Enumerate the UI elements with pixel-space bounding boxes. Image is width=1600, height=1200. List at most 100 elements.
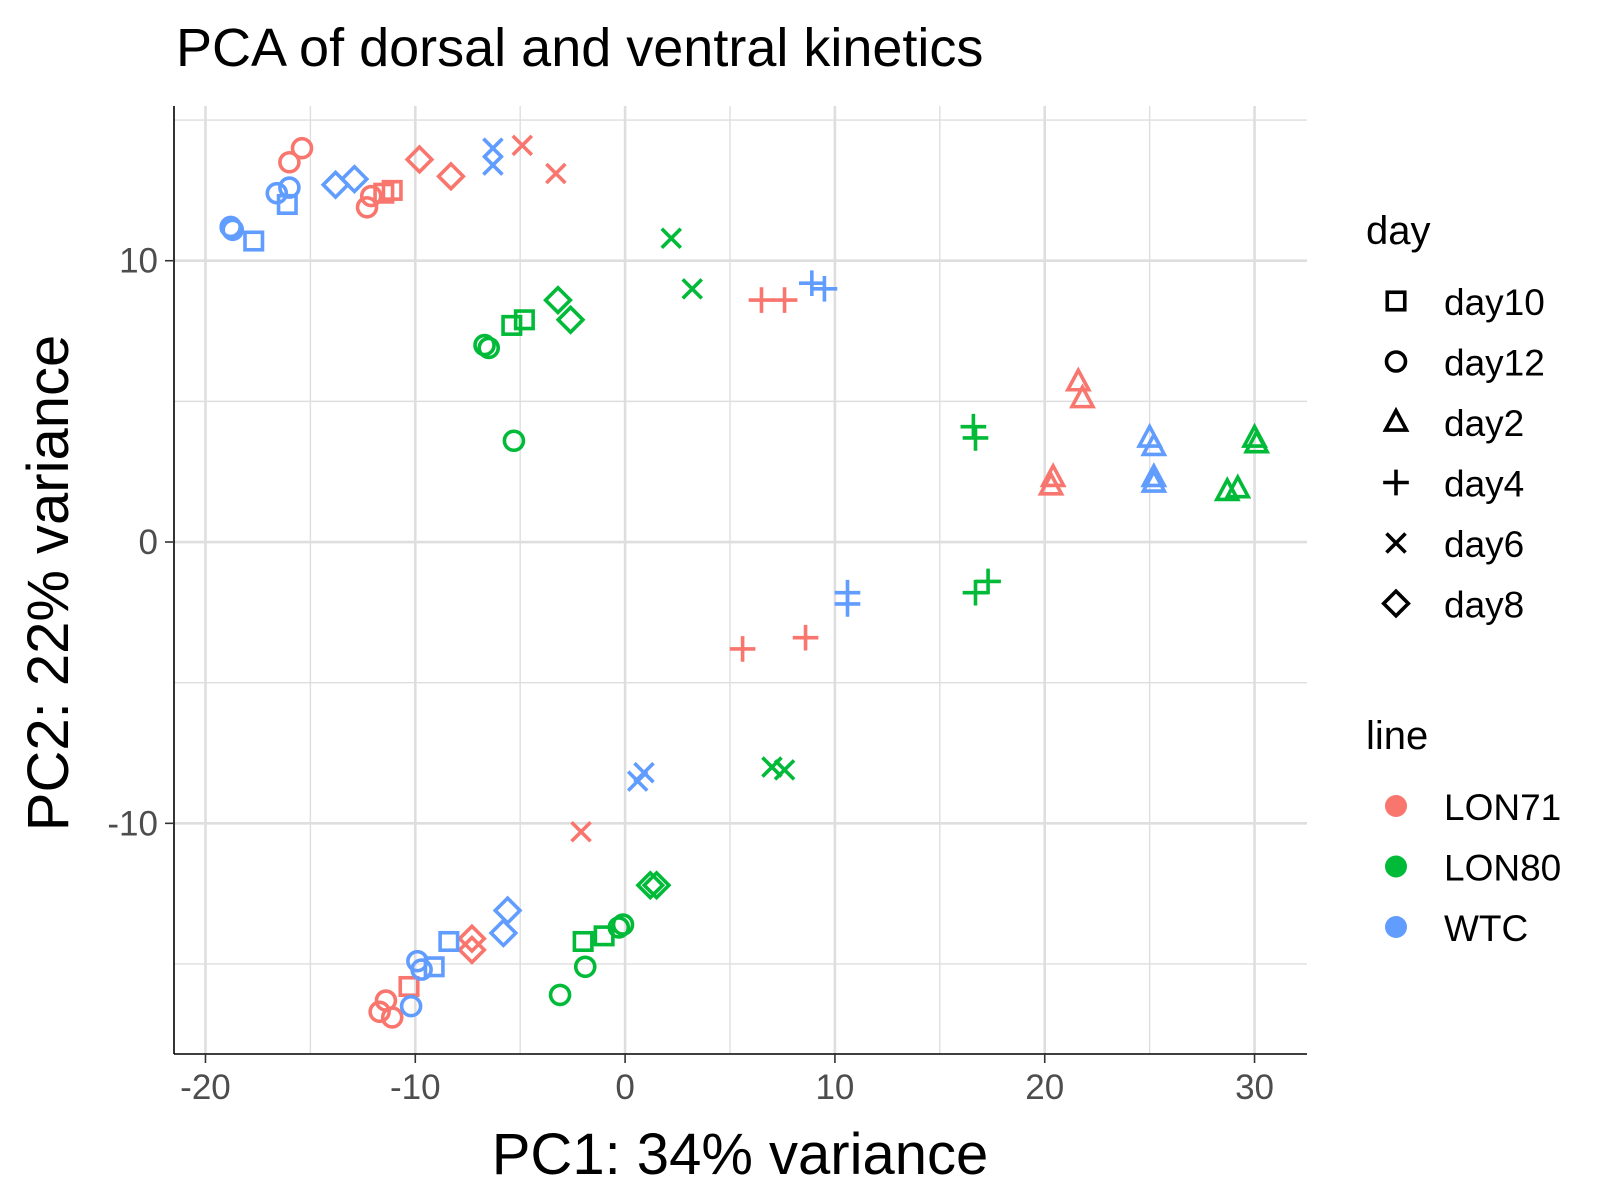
axis-ticks: -20 -10 0 10 20 30 -10 0 10	[107, 242, 1274, 1107]
data-point	[960, 413, 987, 440]
data-point	[761, 756, 783, 778]
data-point	[438, 930, 460, 953]
chart-title: PCA of dorsal and ventral kinetics	[176, 18, 983, 78]
data-point	[1140, 462, 1168, 488]
data-point	[572, 930, 594, 953]
data-point	[1224, 473, 1252, 499]
data-point	[635, 870, 666, 901]
data-point	[511, 134, 534, 157]
x-tick-label: 0	[615, 1068, 634, 1107]
legend-day-key	[1384, 350, 1408, 373]
data-point	[811, 276, 838, 302]
data-point	[799, 270, 825, 297]
data-point	[404, 144, 435, 175]
data-point	[729, 636, 756, 662]
data-point	[543, 285, 573, 315]
x-tick-label: -10	[390, 1068, 441, 1107]
data-point	[1140, 431, 1168, 457]
data-point	[243, 230, 265, 252]
data-point	[339, 164, 370, 195]
data-point	[488, 918, 519, 948]
data-point	[502, 429, 526, 453]
legend-day-label: day4	[1444, 464, 1524, 505]
legend-line-key	[1385, 916, 1407, 938]
x-axis-label: PC1: 34% variance	[492, 1122, 988, 1187]
data-point	[548, 983, 572, 1007]
data-point	[355, 195, 379, 219]
data-point	[221, 218, 245, 242]
legend-day-label: day8	[1444, 585, 1524, 626]
legend-day-label: day10	[1444, 282, 1545, 323]
data-point	[773, 759, 796, 781]
data-point	[626, 770, 649, 792]
data-point	[410, 958, 433, 981]
legend-day: day day10 day12 day2 day4 day6 day8	[1366, 209, 1545, 626]
axes	[173, 106, 1307, 1055]
data-point	[399, 994, 423, 1018]
data-point	[482, 137, 504, 159]
data-point	[368, 1000, 391, 1024]
data-point	[436, 161, 466, 192]
data-point	[660, 227, 683, 249]
data-point	[570, 820, 592, 843]
legend-day-key	[1381, 588, 1411, 619]
data-point	[962, 579, 989, 606]
data-point	[278, 150, 301, 174]
data-point	[457, 923, 487, 954]
data-point	[545, 162, 567, 185]
data-point	[1037, 470, 1065, 496]
data-point	[573, 955, 597, 979]
data-point	[290, 136, 314, 160]
legend-day-key	[1382, 406, 1410, 432]
data-point	[834, 591, 861, 617]
data-point	[380, 1006, 404, 1029]
y-tick-label: -10	[107, 804, 158, 843]
data-point	[513, 309, 535, 331]
data-point	[1064, 366, 1092, 392]
legend-line-label: LON71	[1444, 787, 1561, 828]
data-point	[681, 278, 704, 300]
x-tick-label: 10	[815, 1068, 854, 1107]
data-point	[748, 287, 775, 313]
data-point	[792, 624, 819, 651]
legend-day-key	[1383, 469, 1409, 496]
legend-day-key	[1385, 290, 1407, 312]
data-point	[359, 184, 383, 208]
data-point	[457, 935, 487, 965]
data-point	[381, 179, 403, 201]
data-point	[1039, 462, 1067, 488]
legend-line-label: LON80	[1444, 848, 1561, 889]
data-point	[975, 568, 1001, 595]
x-tick-label: 30	[1235, 1068, 1274, 1107]
data-point	[1069, 383, 1096, 409]
y-tick-label: 10	[119, 242, 158, 281]
data-points	[219, 134, 1271, 1029]
data-point	[276, 193, 298, 215]
data-point	[611, 913, 635, 936]
x-tick-label: -20	[180, 1068, 231, 1107]
grid-lines	[174, 106, 1307, 1054]
data-point	[501, 314, 523, 336]
legend-line-key	[1385, 855, 1407, 878]
data-point	[477, 336, 501, 360]
data-point	[482, 154, 504, 176]
y-axis-label: PC2: 22% variance	[16, 335, 81, 831]
x-tick-label: 20	[1025, 1068, 1064, 1107]
legend-day-label: day2	[1444, 403, 1524, 444]
legend-line-label: WTC	[1444, 908, 1528, 949]
data-point	[593, 925, 615, 947]
y-tick-label: 0	[139, 523, 158, 562]
data-point	[641, 870, 672, 901]
legend-line: line LON71 LON80 WTC	[1366, 714, 1561, 949]
legend-day-label: day6	[1444, 524, 1524, 565]
data-point	[555, 304, 586, 335]
legend-day-title: day	[1366, 209, 1431, 253]
data-point	[1243, 428, 1271, 454]
data-point	[962, 425, 989, 451]
data-point	[771, 287, 798, 313]
data-point	[1140, 467, 1168, 493]
legend-line-key	[1385, 795, 1407, 817]
legend-line-title: line	[1366, 714, 1428, 758]
